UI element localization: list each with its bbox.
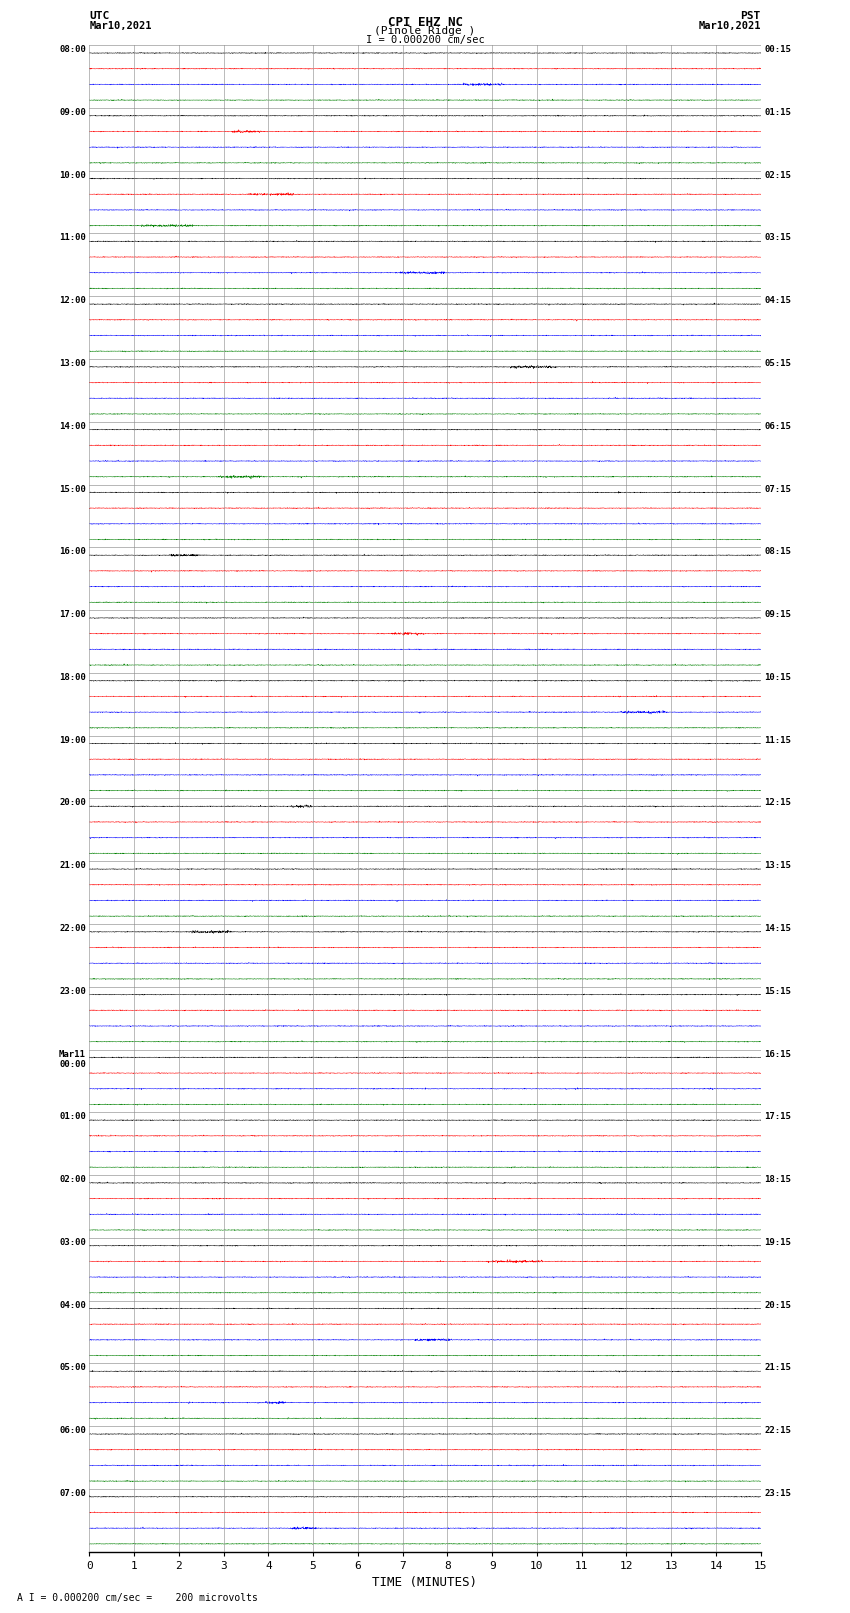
X-axis label: TIME (MINUTES): TIME (MINUTES) <box>372 1576 478 1589</box>
Text: CPI EHZ NC: CPI EHZ NC <box>388 16 462 29</box>
Text: 05:00: 05:00 <box>59 1363 86 1373</box>
Text: Mar10,2021: Mar10,2021 <box>89 21 152 31</box>
Text: 01:15: 01:15 <box>764 108 791 116</box>
Text: 23:00: 23:00 <box>59 987 86 995</box>
Text: 19:00: 19:00 <box>59 736 86 745</box>
Text: 22:00: 22:00 <box>59 924 86 932</box>
Text: I = 0.000200 cm/sec: I = 0.000200 cm/sec <box>366 35 484 45</box>
Text: 07:15: 07:15 <box>764 484 791 494</box>
Text: 17:00: 17:00 <box>59 610 86 619</box>
Text: 21:15: 21:15 <box>764 1363 791 1373</box>
Text: Mar11
00:00: Mar11 00:00 <box>59 1050 86 1069</box>
Text: 17:15: 17:15 <box>764 1113 791 1121</box>
Text: 14:15: 14:15 <box>764 924 791 932</box>
Text: 20:00: 20:00 <box>59 798 86 808</box>
Text: 09:00: 09:00 <box>59 108 86 116</box>
Text: 07:00: 07:00 <box>59 1489 86 1498</box>
Text: 06:00: 06:00 <box>59 1426 86 1436</box>
Text: (Pinole Ridge ): (Pinole Ridge ) <box>374 26 476 35</box>
Text: 04:15: 04:15 <box>764 297 791 305</box>
Text: 16:00: 16:00 <box>59 547 86 556</box>
Text: 22:15: 22:15 <box>764 1426 791 1436</box>
Text: 16:15: 16:15 <box>764 1050 791 1058</box>
Text: 19:15: 19:15 <box>764 1237 791 1247</box>
Text: 02:15: 02:15 <box>764 171 791 179</box>
Text: 10:00: 10:00 <box>59 171 86 179</box>
Text: 03:00: 03:00 <box>59 1237 86 1247</box>
Text: 18:00: 18:00 <box>59 673 86 682</box>
Text: 03:15: 03:15 <box>764 234 791 242</box>
Text: UTC: UTC <box>89 11 110 21</box>
Text: 05:15: 05:15 <box>764 360 791 368</box>
Text: 11:15: 11:15 <box>764 736 791 745</box>
Text: 23:15: 23:15 <box>764 1489 791 1498</box>
Text: 15:15: 15:15 <box>764 987 791 995</box>
Text: 04:00: 04:00 <box>59 1300 86 1310</box>
Text: 09:15: 09:15 <box>764 610 791 619</box>
Text: A I = 0.000200 cm/sec =    200 microvolts: A I = 0.000200 cm/sec = 200 microvolts <box>17 1594 258 1603</box>
Text: 21:00: 21:00 <box>59 861 86 869</box>
Text: 20:15: 20:15 <box>764 1300 791 1310</box>
Text: 13:00: 13:00 <box>59 360 86 368</box>
Text: Mar10,2021: Mar10,2021 <box>698 21 761 31</box>
Text: 08:00: 08:00 <box>59 45 86 55</box>
Text: 14:00: 14:00 <box>59 421 86 431</box>
Text: 12:00: 12:00 <box>59 297 86 305</box>
Text: 11:00: 11:00 <box>59 234 86 242</box>
Text: 18:15: 18:15 <box>764 1174 791 1184</box>
Text: 02:00: 02:00 <box>59 1174 86 1184</box>
Text: PST: PST <box>740 11 761 21</box>
Text: 00:15: 00:15 <box>764 45 791 55</box>
Text: 08:15: 08:15 <box>764 547 791 556</box>
Text: 15:00: 15:00 <box>59 484 86 494</box>
Text: 13:15: 13:15 <box>764 861 791 869</box>
Text: 12:15: 12:15 <box>764 798 791 808</box>
Text: 01:00: 01:00 <box>59 1113 86 1121</box>
Text: 10:15: 10:15 <box>764 673 791 682</box>
Text: 06:15: 06:15 <box>764 421 791 431</box>
